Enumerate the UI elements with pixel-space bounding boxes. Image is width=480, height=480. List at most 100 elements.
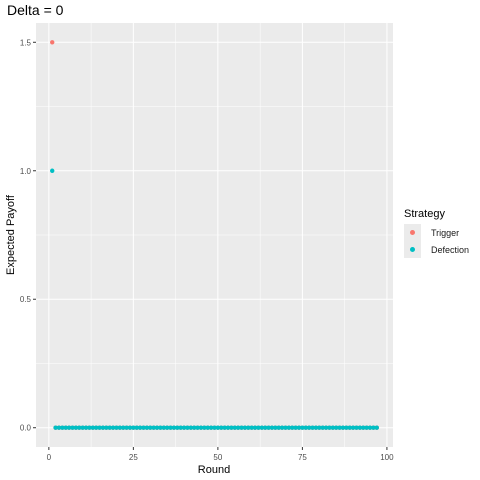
point-defection [114, 425, 119, 430]
y-tick-label: 0.0 [20, 424, 32, 433]
point-defection [374, 425, 379, 430]
point-defection [300, 425, 305, 430]
point-defection [137, 425, 143, 430]
point-defection [168, 425, 173, 430]
point-defection [306, 425, 312, 430]
point-defection [212, 425, 217, 430]
point-defection [205, 425, 210, 430]
point-defection [290, 425, 295, 430]
point-defection [235, 425, 241, 430]
point-defection [50, 168, 55, 173]
point-defection [56, 425, 62, 430]
point-defection [303, 425, 308, 430]
point-defection [310, 425, 315, 430]
point-defection [273, 425, 278, 430]
y-tick-label: 0.5 [20, 295, 32, 304]
point-defection [87, 425, 92, 430]
point-defection [121, 425, 126, 430]
point-defection [347, 425, 352, 430]
point-defection [66, 425, 72, 430]
legend-dot-defection [410, 247, 415, 252]
point-defection [367, 425, 373, 430]
point-defection [77, 425, 82, 430]
point-defection [188, 425, 194, 430]
x-tick-label: 25 [129, 453, 138, 462]
point-defection [354, 425, 359, 430]
point-defection [70, 425, 75, 430]
point-defection [296, 425, 302, 430]
point-defection [144, 425, 150, 430]
point-defection [192, 425, 197, 430]
point-defection [350, 425, 356, 430]
point-defection [317, 425, 322, 430]
y-axis: 0.0 0.5 1.0 1.5 [20, 38, 36, 433]
point-defection [283, 425, 288, 430]
point-defection [249, 425, 254, 430]
point-defection [151, 425, 156, 430]
chart-title: Delta = 0 [7, 2, 64, 18]
y-tick-label: 1.5 [20, 38, 32, 47]
point-defection [107, 425, 112, 430]
point-defection [161, 425, 166, 430]
legend-key-defection [404, 241, 421, 258]
point-defection [208, 425, 214, 430]
point-defection [334, 425, 339, 430]
point-defection [198, 425, 204, 430]
point-trigger [50, 40, 55, 45]
point-defection [361, 425, 366, 430]
point-defection [178, 425, 183, 430]
point-defection [263, 425, 268, 430]
x-tick-label: 50 [213, 453, 222, 462]
point-defection [357, 425, 363, 430]
point-defection [124, 425, 129, 430]
x-axis: 0 25 50 75 100 [47, 447, 394, 462]
point-defection [134, 425, 139, 430]
point-defection [73, 425, 79, 430]
legend-key-trigger [404, 224, 421, 241]
point-defection [330, 425, 336, 430]
point-defection [239, 425, 244, 430]
point-defection [313, 425, 319, 430]
x-tick-label: 75 [298, 453, 307, 462]
point-defection [175, 425, 180, 430]
point-defection [185, 425, 190, 430]
point-defection [104, 425, 109, 430]
legend-label-defection: Defection [431, 244, 470, 255]
legend-title: Strategy [404, 208, 445, 220]
point-defection [158, 425, 163, 430]
point-defection [131, 425, 136, 430]
point-defection [219, 425, 224, 430]
point-defection [222, 425, 227, 430]
y-axis-label: Expected Payoff [5, 194, 17, 275]
point-defection [279, 425, 285, 430]
point-defection [225, 425, 231, 430]
point-defection [276, 425, 281, 430]
point-defection [215, 425, 221, 430]
point-defection [246, 425, 251, 430]
point-defection [259, 425, 265, 430]
point-defection [337, 425, 342, 430]
point-defection [320, 425, 325, 430]
point-defection [323, 425, 329, 430]
point-defection [80, 425, 85, 430]
point-defection [63, 425, 68, 430]
point-defection [141, 425, 146, 430]
point-defection [100, 425, 106, 430]
x-tick-label: 100 [380, 453, 394, 462]
point-defection [171, 425, 177, 430]
point-defection [154, 425, 160, 430]
grid-major [36, 23, 393, 447]
y-tick-label: 1.0 [20, 167, 32, 176]
point-defection [344, 425, 349, 430]
data-points [50, 40, 379, 430]
point-defection [195, 425, 200, 430]
point-defection [53, 425, 58, 430]
point-defection [110, 425, 116, 430]
point-defection [327, 425, 332, 430]
point-defection [83, 425, 89, 430]
point-defection [364, 425, 369, 430]
point-defection [266, 425, 271, 430]
point-defection [269, 425, 275, 430]
legend: Strategy Trigger Defection [404, 208, 469, 258]
point-defection [256, 425, 261, 430]
